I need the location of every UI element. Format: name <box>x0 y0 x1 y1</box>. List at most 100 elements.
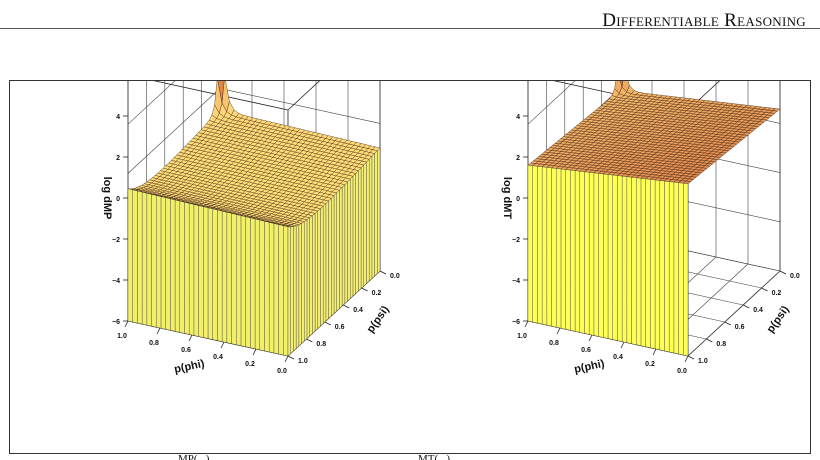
curtain-facet <box>132 189 138 324</box>
curtain-facet <box>203 206 209 339</box>
surface-facet <box>620 81 624 88</box>
curtain-facet <box>374 150 378 277</box>
curtain-facet <box>537 166 543 325</box>
curtain-facet <box>156 195 162 329</box>
y-tick-label: 0.0 <box>390 273 400 280</box>
curtain-facet <box>151 194 157 328</box>
curtain-facet <box>607 174 613 340</box>
x-tick-label: 0.2 <box>645 361 655 368</box>
x-tick <box>684 355 689 363</box>
x-tick <box>188 334 193 342</box>
y-tick <box>743 304 750 309</box>
z-tick-label: 2 <box>516 155 520 162</box>
grid-line <box>127 81 176 125</box>
x-tick <box>652 348 657 356</box>
curtain-facet <box>198 205 204 338</box>
curtain-facet <box>584 171 590 335</box>
curtain-facet <box>290 226 294 354</box>
x-axis-title: p(phi) <box>573 358 606 376</box>
z-tick-label: −2 <box>512 237 520 244</box>
curtain-facet <box>193 204 199 337</box>
curtain-facet <box>170 198 176 332</box>
y-tick <box>724 321 731 326</box>
grid-line <box>219 88 381 124</box>
curtain-facet <box>295 224 299 349</box>
curtain-facet <box>273 223 279 355</box>
y-tick <box>324 321 331 326</box>
curtain-facet <box>314 210 318 332</box>
curtain-facet <box>603 173 609 339</box>
curtain-facet <box>546 167 552 327</box>
curtain-facet <box>678 182 684 356</box>
curtain-facet <box>137 190 143 325</box>
curtain-facet <box>283 225 289 357</box>
z-tick-label: −2 <box>112 237 120 244</box>
curtain-facet <box>347 178 351 302</box>
z-tick-label: −4 <box>512 278 520 285</box>
z-tick-label: 0 <box>116 196 120 203</box>
y-tick <box>779 270 787 275</box>
x-tick-label: 0.0 <box>677 368 687 375</box>
curtain-facet <box>306 217 310 339</box>
surface-plot-mp-svg: 1.0 0.8 0.6 0.4 0.2 0.0 1.0 0.8 0.6 0.4 0.2 0.0 4 2 0 −… <box>101 81 400 376</box>
curtain-facet <box>645 178 651 348</box>
x-tick-label: 0.4 <box>613 354 623 361</box>
curtain-facet <box>160 196 166 330</box>
curtain-facet <box>654 179 660 351</box>
curtain-facet <box>659 180 665 352</box>
grid-line <box>127 88 221 174</box>
curtain-facet <box>189 203 195 336</box>
curtain-facet <box>612 174 618 341</box>
curtain-facet <box>532 165 538 324</box>
z-tick-label: 4 <box>116 114 120 121</box>
curtain-facet <box>278 224 284 356</box>
curtain-facet <box>366 158 370 284</box>
curtain-facet <box>304 219 308 342</box>
x-tick <box>220 341 225 349</box>
curtain-facet <box>236 214 242 346</box>
y-tick <box>687 355 695 360</box>
x-tick <box>124 320 129 328</box>
curtain-facet <box>212 208 218 341</box>
curtain-facet <box>323 203 327 324</box>
surface-plot-mt: 1.0 0.8 0.6 0.4 0.2 0.0 1.0 0.8 0.6 0.4 0.2 0.0 4 2 0 −… <box>410 81 810 453</box>
curtain-facet <box>325 200 329 322</box>
y-axis-title: p(psi) <box>365 304 392 336</box>
y-tick <box>287 355 295 360</box>
z-axis-title: log dMP <box>101 177 113 220</box>
caption-mp: MP(...) <box>178 453 210 460</box>
caption-mt: MT(...) <box>418 453 451 460</box>
curtain-facet <box>174 199 180 333</box>
surface-mesh <box>127 81 381 228</box>
curtain-facet <box>231 213 237 345</box>
curtain-facet <box>217 209 223 342</box>
curtain-facet <box>673 181 679 355</box>
surface-plot-mp: 1.0 0.8 0.6 0.4 0.2 0.0 1.0 0.8 0.6 0.4 0.2 0.0 4 2 0 −… <box>10 81 410 453</box>
curtain-facet <box>593 172 599 337</box>
curtain-facet <box>165 197 171 331</box>
z-tick-label: 2 <box>116 155 120 162</box>
curtain-facet <box>664 180 670 353</box>
curtain-facet <box>527 165 533 323</box>
x-tick-label: 0.6 <box>581 347 591 354</box>
curtain-facet <box>264 221 270 353</box>
curtain-facet <box>269 222 275 354</box>
surface-plot-mt-svg: 1.0 0.8 0.6 0.4 0.2 0.0 1.0 0.8 0.6 0.4 0.2 0.0 4 2 0 −… <box>501 81 800 376</box>
y-tick <box>361 287 368 292</box>
figure-frame: 1.0 0.8 0.6 0.4 0.2 0.0 1.0 0.8 0.6 0.4 0.2 0.0 4 2 0 −… <box>9 80 811 454</box>
z-tick-label: −6 <box>112 319 120 326</box>
curtain-facet <box>355 170 359 294</box>
curtain-facet <box>350 175 354 299</box>
curtain-facet <box>333 192 337 314</box>
x-tick-label: 0.2 <box>245 361 255 368</box>
y-tick <box>706 338 713 343</box>
x-tick <box>284 355 289 363</box>
curtain-facet <box>341 184 345 307</box>
curtain-facet <box>339 187 343 309</box>
curtain-facet <box>298 223 302 347</box>
z-axis-title: log dMT <box>501 177 513 219</box>
curtain-facet <box>358 167 362 292</box>
surface-curtain <box>127 147 381 357</box>
y-tick-label: 0.6 <box>735 324 745 331</box>
y-tick <box>343 304 350 309</box>
